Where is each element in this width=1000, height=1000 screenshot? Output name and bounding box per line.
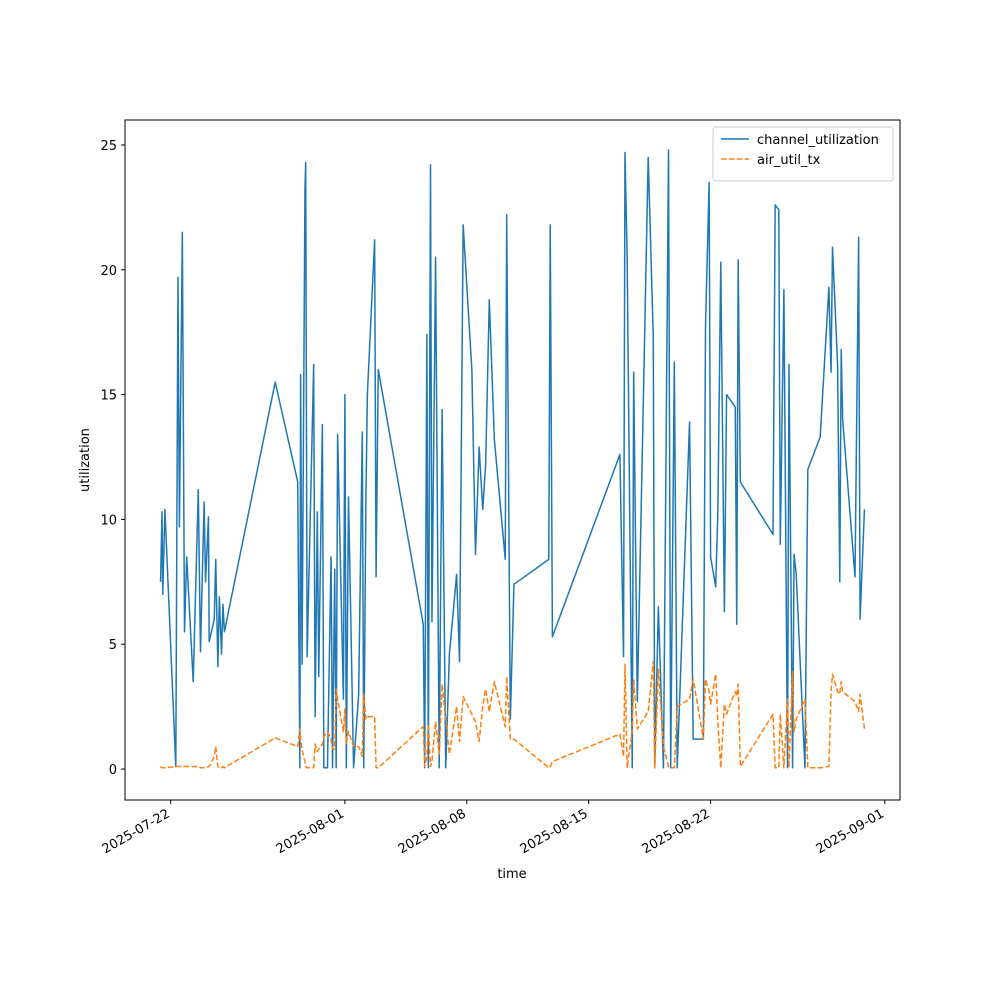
y-tick-label: 20 xyxy=(100,264,117,279)
x-tick-label: 2025-09-01 xyxy=(814,806,887,857)
x-tick-label: 2025-08-15 xyxy=(518,806,591,857)
legend-label: air_util_tx xyxy=(757,153,821,168)
legend-label: channel_utilization xyxy=(757,133,879,148)
line-series xyxy=(159,149,866,769)
y-axis-label: utilization xyxy=(78,428,93,492)
legend: channel_utilization air_util_tx xyxy=(712,126,894,182)
y-tick-label: 5 xyxy=(109,638,117,653)
plot-frame xyxy=(124,119,901,801)
y-tick-label: 15 xyxy=(100,389,117,404)
legend-box xyxy=(712,126,894,182)
x-tick-label: 2025-08-08 xyxy=(396,806,469,857)
line-series xyxy=(160,660,866,769)
y-tick-label: 25 xyxy=(100,139,117,154)
y-tick-label: 10 xyxy=(100,513,117,528)
x-tick-label: 2025-07-22 xyxy=(100,806,173,857)
x-axis-label: time xyxy=(497,867,526,882)
x-tick-label: 2025-08-01 xyxy=(274,806,347,857)
y-tick-label: 0 xyxy=(109,763,117,778)
x-tick-label: 2025-08-22 xyxy=(640,806,713,857)
